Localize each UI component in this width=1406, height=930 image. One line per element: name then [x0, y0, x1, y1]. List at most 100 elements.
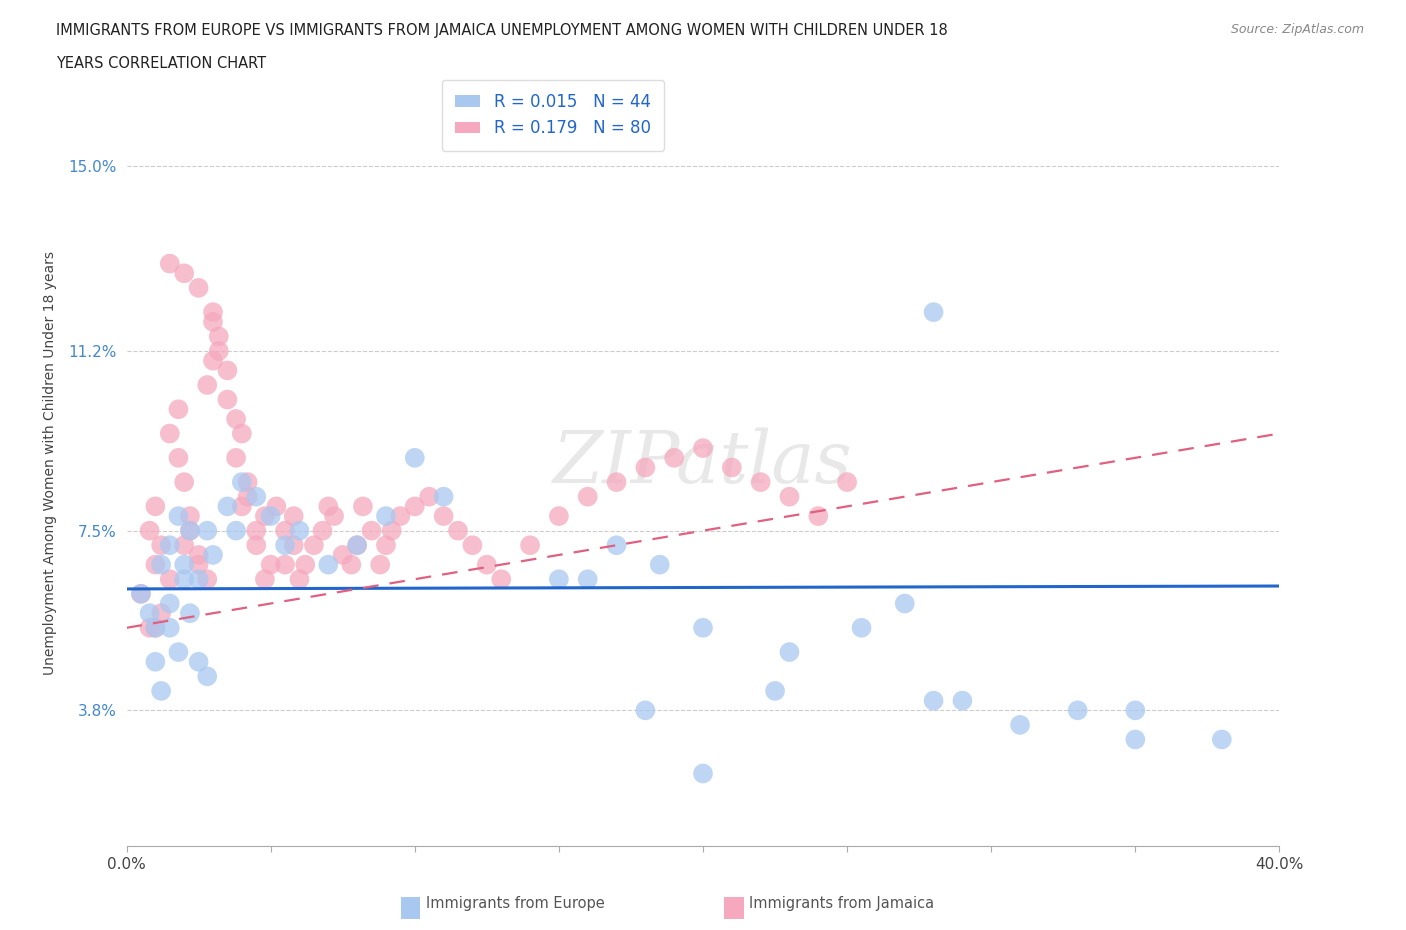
Point: [489, 572, 512, 587]
Point: [1123, 732, 1146, 747]
Point: [173, 538, 195, 552]
Point: [217, 498, 239, 513]
Point: [692, 620, 714, 635]
Point: [266, 498, 288, 513]
Point: [145, 620, 166, 635]
Point: [318, 498, 340, 513]
Point: [167, 450, 190, 465]
Point: [922, 305, 945, 320]
Point: [202, 314, 225, 329]
Point: [173, 572, 195, 587]
Point: [318, 557, 340, 572]
Point: [225, 450, 247, 465]
Point: [374, 538, 398, 552]
Text: ZIPatlas: ZIPatlas: [553, 428, 853, 498]
Legend: R = 0.015   N = 44, R = 0.179   N = 80: R = 0.015 N = 44, R = 0.179 N = 80: [441, 80, 664, 151]
Point: [236, 489, 259, 504]
Point: [187, 548, 209, 563]
Point: [605, 474, 627, 489]
Point: [1067, 703, 1090, 718]
Point: [381, 524, 404, 538]
Point: [461, 538, 484, 552]
Point: [288, 524, 311, 538]
Point: [202, 305, 225, 320]
Point: [374, 509, 398, 524]
Point: [576, 489, 599, 504]
Point: [779, 489, 801, 504]
Point: [150, 605, 173, 620]
Point: [225, 524, 247, 538]
Point: [150, 557, 173, 572]
Point: [692, 441, 714, 456]
Point: [346, 538, 368, 552]
Point: [173, 557, 195, 572]
Point: [835, 474, 858, 489]
Point: [475, 557, 498, 572]
Point: [145, 620, 166, 635]
Text: Immigrants from Europe: Immigrants from Europe: [426, 896, 605, 910]
Point: [217, 363, 239, 378]
Text: Source: ZipAtlas.com: Source: ZipAtlas.com: [1230, 23, 1364, 36]
Point: [692, 766, 714, 781]
Point: [274, 557, 297, 572]
Point: [749, 474, 772, 489]
Point: [159, 538, 181, 552]
Point: [173, 266, 195, 281]
Point: [311, 524, 333, 538]
Point: [779, 644, 801, 659]
Point: [720, 460, 742, 475]
Point: [159, 426, 181, 441]
Point: [202, 353, 225, 368]
Point: [352, 498, 374, 513]
Point: [576, 572, 599, 587]
Point: [145, 498, 166, 513]
Point: [404, 450, 426, 465]
Point: [634, 703, 657, 718]
Text: YEARS CORRELATION CHART: YEARS CORRELATION CHART: [56, 56, 266, 71]
Point: [433, 509, 456, 524]
Point: [1008, 717, 1031, 732]
Point: [245, 489, 267, 504]
Point: [187, 557, 209, 572]
Point: [179, 605, 201, 620]
Point: [173, 474, 195, 489]
Point: [129, 586, 152, 601]
Point: [159, 596, 181, 611]
Y-axis label: Unemployment Among Women with Children Under 18 years: Unemployment Among Women with Children U…: [44, 251, 58, 674]
Point: [231, 426, 253, 441]
Point: [195, 572, 218, 587]
Point: [195, 669, 218, 684]
Point: [519, 538, 541, 552]
Point: [433, 489, 456, 504]
Point: [217, 392, 239, 407]
Point: [634, 460, 657, 475]
Point: [664, 450, 686, 465]
Point: [851, 620, 873, 635]
Point: [922, 693, 945, 708]
Point: [208, 343, 231, 358]
Point: [245, 524, 267, 538]
Point: [340, 557, 363, 572]
Point: [231, 498, 253, 513]
Point: [138, 524, 160, 538]
Point: [167, 509, 190, 524]
Point: [138, 605, 160, 620]
Point: [346, 538, 368, 552]
Point: [894, 596, 917, 611]
Point: [332, 548, 354, 563]
Point: [159, 256, 181, 271]
Point: [179, 524, 201, 538]
Point: [145, 655, 166, 670]
Point: [259, 509, 281, 524]
Point: [129, 586, 152, 601]
Point: [138, 620, 160, 635]
Point: [150, 684, 173, 698]
Point: [548, 509, 571, 524]
Point: [145, 557, 166, 572]
Point: [807, 509, 830, 524]
Point: [179, 524, 201, 538]
Point: [202, 548, 225, 563]
Point: [950, 693, 973, 708]
Point: [404, 498, 426, 513]
Point: [389, 509, 412, 524]
